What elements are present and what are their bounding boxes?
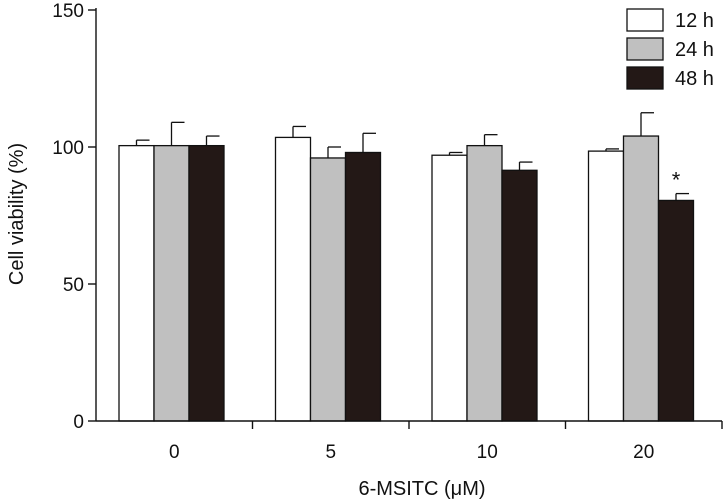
bar-24h-5 bbox=[309, 157, 347, 422]
bar-24h-20 bbox=[622, 135, 660, 422]
bar-12h-20 bbox=[587, 150, 625, 422]
x-axis-title: 6-MSITC (μM) bbox=[358, 478, 485, 500]
legend-label-12h: 12 h bbox=[675, 10, 714, 32]
x-tick-label-0: 0 bbox=[169, 442, 180, 463]
y-tick-label-150: 150 bbox=[52, 1, 84, 22]
x-tick-label-10: 10 bbox=[477, 442, 498, 463]
legend-label-48h: 48 h bbox=[675, 68, 714, 90]
legend-swatch-12h bbox=[626, 8, 664, 32]
bar-48h-10 bbox=[501, 169, 538, 422]
legend: 12 h 24 h 48 h bbox=[626, 8, 714, 90]
bar-12h-10 bbox=[431, 154, 468, 422]
legend-swatch-24h bbox=[626, 37, 664, 61]
y-tick-label-100: 100 bbox=[52, 138, 84, 159]
bar-48h-20 bbox=[657, 199, 695, 422]
y-tick-label-50: 50 bbox=[63, 275, 84, 296]
bars-layer: * bbox=[118, 112, 695, 422]
bar-12h-0 bbox=[118, 144, 155, 422]
bar-48h-0 bbox=[188, 144, 225, 422]
bar-48h-5 bbox=[344, 151, 382, 422]
axes-layer: 0 50 100 150 0 5 10 20 bbox=[52, 1, 723, 463]
bar-12h-5 bbox=[274, 136, 312, 422]
significance-marker: * bbox=[672, 168, 681, 193]
y-tick-label-0: 0 bbox=[73, 412, 84, 433]
legend-swatch-48h bbox=[626, 66, 664, 90]
bar-24h-10 bbox=[466, 144, 503, 422]
x-tick-label-20: 20 bbox=[633, 442, 654, 463]
y-axis-title: Cell viability (%) bbox=[6, 143, 28, 285]
legend-label-24h: 24 h bbox=[675, 39, 714, 61]
x-tick-label-5: 5 bbox=[325, 442, 336, 463]
bar-24h-0 bbox=[153, 144, 190, 422]
